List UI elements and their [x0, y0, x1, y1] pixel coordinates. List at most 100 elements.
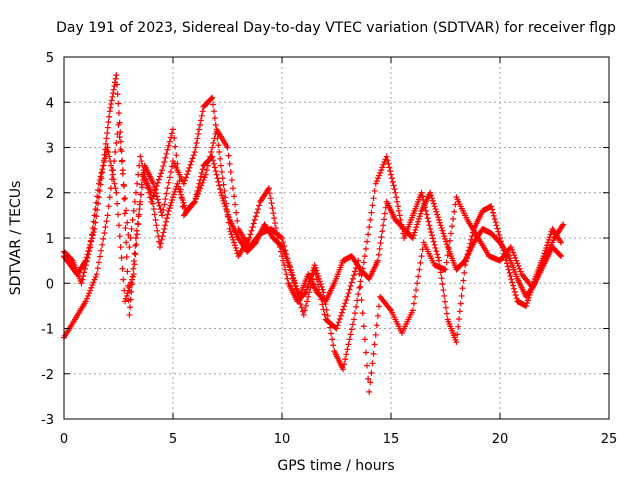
- data-point: [212, 121, 219, 128]
- data-point: [506, 269, 513, 276]
- data-point: [377, 169, 384, 176]
- data-point: [304, 283, 311, 290]
- data-point: [357, 278, 364, 285]
- data-point: [344, 293, 351, 300]
- data-point: [198, 169, 205, 176]
- data-point: [277, 234, 284, 241]
- data-point: [284, 275, 291, 282]
- data-point: [386, 164, 393, 171]
- data-point: [137, 153, 144, 160]
- data-point: [179, 196, 186, 203]
- data-point: [183, 174, 190, 181]
- data-point: [221, 200, 228, 207]
- x-axis-label: GPS time / hours: [277, 458, 394, 474]
- data-point: [451, 208, 458, 215]
- series-track-a: [61, 72, 565, 373]
- data-point: [154, 196, 161, 203]
- data-point: [442, 298, 449, 305]
- data-point: [495, 228, 502, 235]
- data-point: [102, 140, 109, 147]
- data-point: [435, 216, 442, 223]
- data-point: [492, 219, 499, 226]
- data-point: [412, 226, 419, 233]
- data-point: [195, 184, 202, 191]
- data-point: [346, 336, 353, 343]
- data-point: [366, 224, 373, 231]
- data-point: [227, 168, 234, 175]
- data-point: [105, 203, 112, 210]
- data-point: [196, 180, 203, 187]
- data-point: [374, 312, 381, 319]
- data-point: [168, 163, 175, 170]
- data-point: [191, 198, 198, 205]
- data-point: [388, 175, 395, 182]
- data-point: [164, 146, 171, 153]
- data-point: [219, 175, 226, 182]
- data-point: [232, 201, 239, 208]
- data-point: [361, 253, 368, 260]
- data-point: [120, 276, 127, 283]
- data-point: [312, 271, 319, 278]
- data-point: [429, 197, 436, 204]
- data-point: [424, 215, 431, 222]
- data-point: [371, 187, 378, 194]
- data-point: [228, 177, 235, 184]
- data-point: [191, 149, 198, 156]
- data-point: [209, 153, 216, 160]
- data-point: [135, 211, 142, 218]
- data-point: [434, 211, 441, 218]
- data-point: [95, 187, 102, 194]
- data-point: [378, 234, 385, 241]
- data-point: [513, 257, 520, 264]
- data-point: [92, 206, 99, 213]
- data-point: [210, 157, 217, 164]
- data-point: [124, 219, 131, 226]
- data-point: [302, 290, 309, 297]
- data-point: [87, 287, 94, 294]
- data-point: [415, 273, 422, 280]
- data-point: [357, 283, 364, 290]
- data-point: [392, 189, 399, 196]
- data-point: [364, 362, 371, 369]
- data-point: [153, 182, 160, 189]
- data-point: [227, 228, 234, 235]
- data-point: [115, 222, 122, 229]
- data-point: [120, 182, 127, 189]
- data-point: [138, 158, 145, 165]
- data-point: [224, 144, 231, 151]
- data-point: [381, 216, 388, 223]
- data-point: [108, 167, 115, 174]
- data-point: [228, 231, 235, 238]
- data-point: [442, 304, 449, 311]
- x-tick-label: 5: [169, 432, 177, 447]
- data-point: [344, 346, 351, 353]
- data-point: [427, 225, 434, 232]
- data-point: [154, 227, 161, 234]
- data-point: [337, 312, 344, 319]
- data-point: [461, 269, 468, 276]
- data-point: [509, 279, 516, 286]
- data-point: [251, 216, 258, 223]
- data-point: [108, 97, 115, 104]
- data-point: [491, 215, 498, 222]
- data-point: [175, 169, 182, 176]
- data-point: [373, 177, 380, 184]
- data-point: [119, 170, 126, 177]
- data-point: [157, 206, 164, 213]
- data-point: [68, 256, 75, 263]
- data-point: [169, 196, 176, 203]
- data-point: [123, 207, 130, 214]
- data-point: [91, 212, 98, 219]
- data-point: [114, 91, 121, 98]
- data-point: [435, 257, 442, 264]
- data-point: [329, 336, 336, 343]
- data-point: [218, 168, 225, 175]
- data-point: [211, 115, 218, 122]
- data-point: [360, 323, 367, 330]
- data-point: [450, 215, 457, 222]
- data-point: [173, 152, 180, 159]
- data-point: [246, 235, 253, 241]
- data-point: [87, 244, 94, 251]
- data-point: [383, 153, 390, 160]
- data-point: [558, 239, 565, 246]
